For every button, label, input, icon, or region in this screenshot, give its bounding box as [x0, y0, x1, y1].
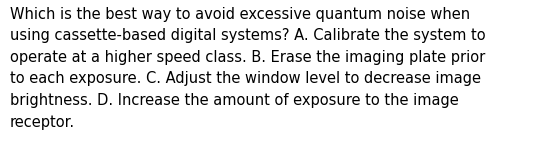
Text: Which is the best way to avoid excessive quantum noise when
using cassette-based: Which is the best way to avoid excessive…	[10, 7, 485, 130]
